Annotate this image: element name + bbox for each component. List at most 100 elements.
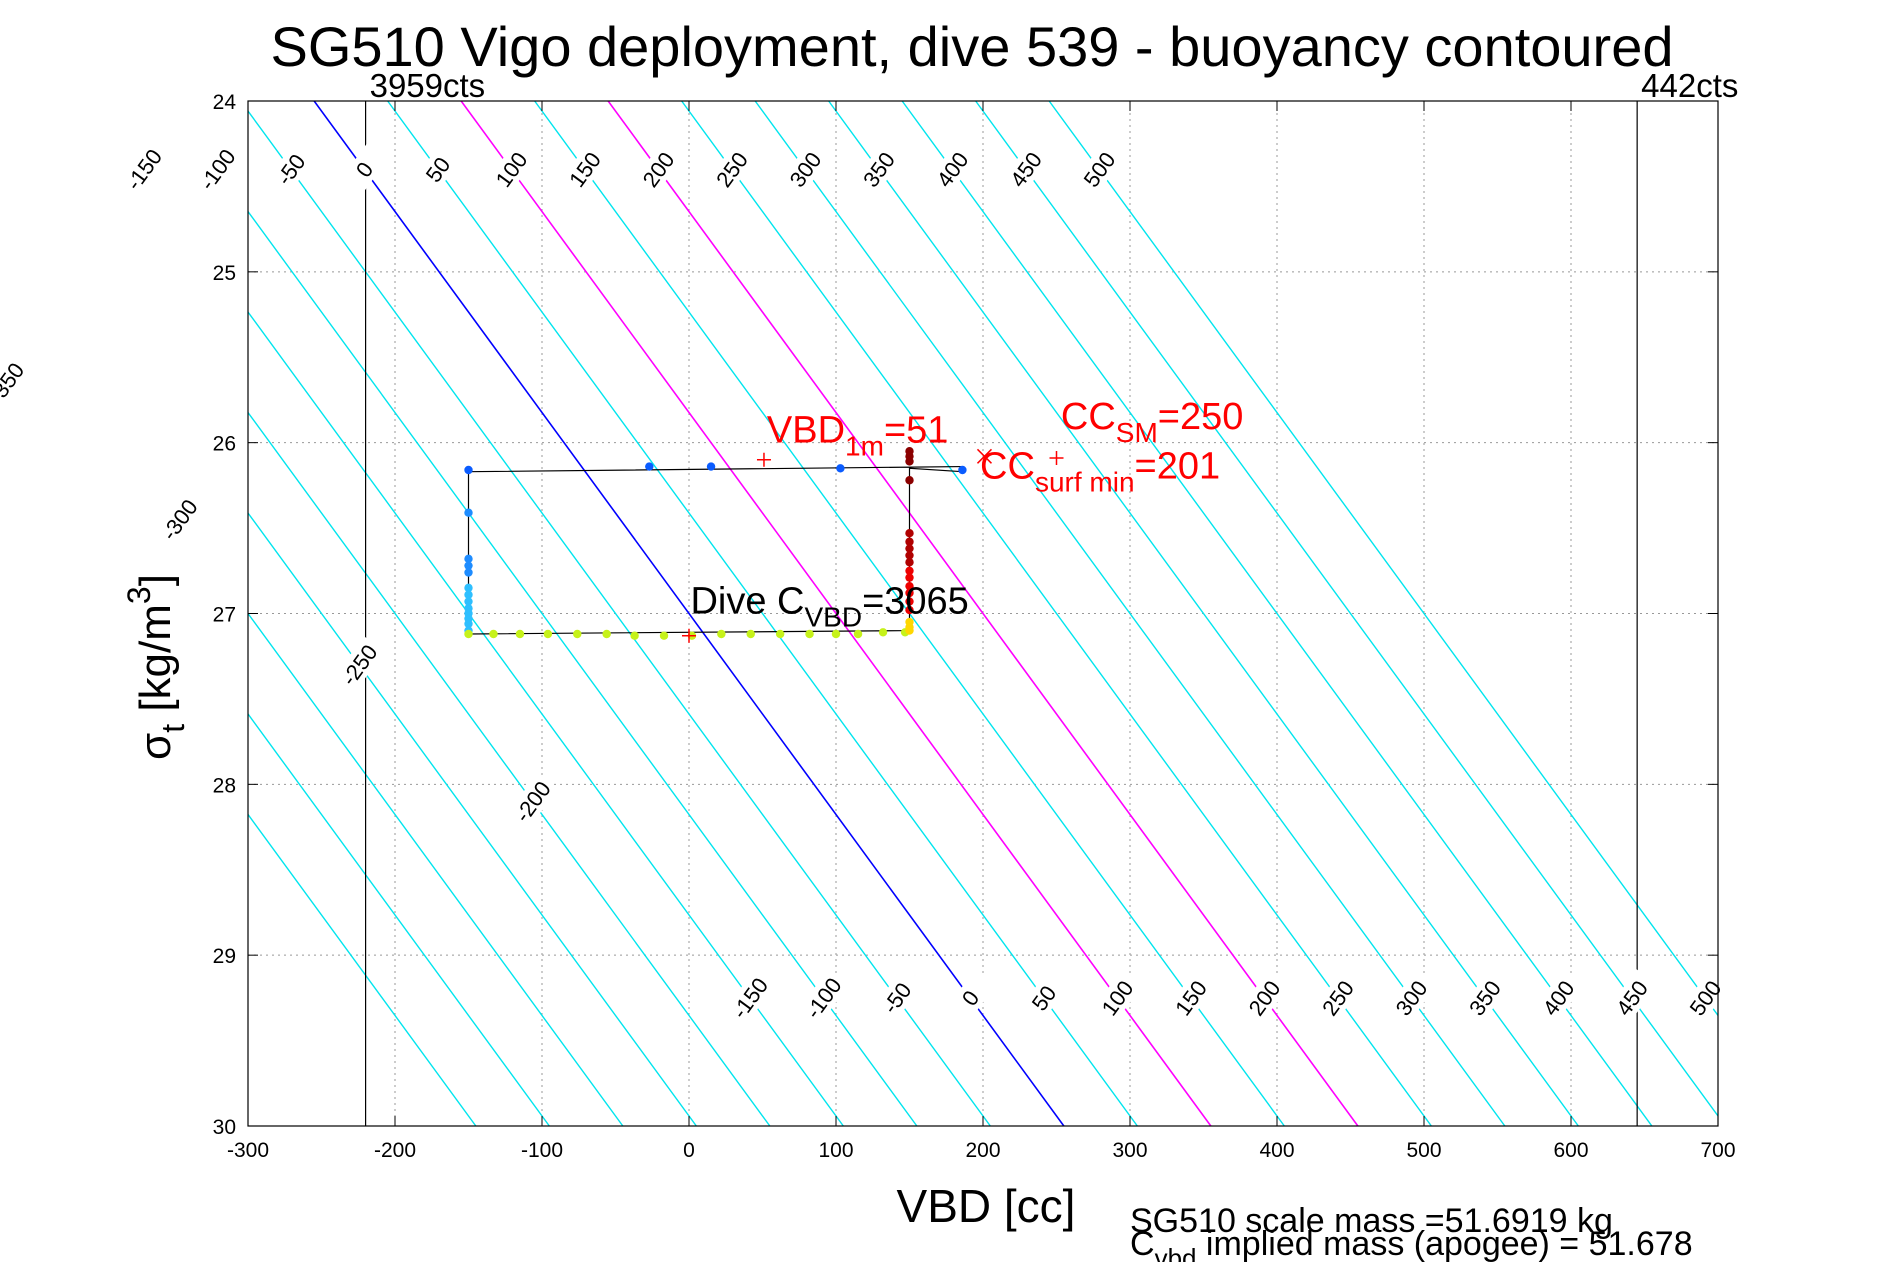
annotation: Dive CVBD=3065 xyxy=(690,581,968,633)
contour-line xyxy=(313,101,1065,1126)
vbd-limit-lines: 3959cts 442cts xyxy=(365,67,1738,1126)
contour-label-bg xyxy=(485,140,537,198)
data-point xyxy=(905,605,914,615)
contour-label-bg xyxy=(411,140,464,198)
y-axis-ticks: 24 25 26 27 28 29 30 xyxy=(213,91,1718,1139)
contour-label-bg xyxy=(1091,969,1143,1027)
data-point xyxy=(831,629,841,639)
y-tick-label: 30 xyxy=(213,1116,236,1139)
contour-label-bg xyxy=(1164,969,1217,1027)
contour-line xyxy=(248,511,697,1126)
contour-label-bg xyxy=(1311,969,1364,1027)
x-axis-ticks: -300 -200 -100 0 100 200 300 400 500 600 700 xyxy=(227,101,1736,1162)
plus-marker xyxy=(682,628,696,643)
y-tick-label: 27 xyxy=(213,604,236,627)
data-point xyxy=(706,462,716,471)
contour-line xyxy=(681,101,1432,1126)
y-tick-label: 24 xyxy=(213,91,237,114)
contour-label-bg xyxy=(1017,969,1070,1027)
contour-label-bg xyxy=(1458,969,1511,1027)
x-tick-label: 0 xyxy=(683,1139,695,1162)
data-point xyxy=(630,631,639,640)
data-point xyxy=(905,617,914,627)
contour-label-bg xyxy=(926,140,978,198)
contour-line xyxy=(460,101,1212,1126)
data-point xyxy=(464,583,473,593)
x-tick-label: -200 xyxy=(374,1139,416,1162)
contour-label-bg xyxy=(999,140,1052,198)
contour-line xyxy=(248,210,918,1126)
x-tick-label: 600 xyxy=(1553,1139,1588,1162)
data-point xyxy=(464,590,473,599)
x-tick-label: -100 xyxy=(521,1139,563,1162)
data-point xyxy=(958,465,967,475)
reference-markers xyxy=(682,448,1064,643)
data-point xyxy=(905,597,914,606)
data-points xyxy=(464,447,967,640)
chart-title: SG510 Vigo deployment, dive 539 - buoyan… xyxy=(270,15,1673,78)
contour-label-bg xyxy=(779,140,831,198)
data-point xyxy=(489,629,498,639)
data-point xyxy=(602,629,611,639)
contour-label-bg xyxy=(1238,969,1290,1027)
data-point xyxy=(464,554,473,564)
contour-line xyxy=(901,101,1653,1126)
x-tick-label: 200 xyxy=(965,1139,1000,1162)
x-tick-label: -300 xyxy=(227,1139,269,1162)
x-tick-label: 100 xyxy=(818,1139,853,1162)
contour-label-bg xyxy=(1605,969,1658,1027)
data-point xyxy=(464,597,473,606)
data-point xyxy=(905,573,914,582)
data-point xyxy=(905,581,914,591)
contour-line xyxy=(248,411,771,1126)
x-tick-label: 400 xyxy=(1259,1139,1294,1162)
data-point xyxy=(905,588,914,598)
contour-label-bg xyxy=(264,140,317,198)
contour-label-bg xyxy=(944,969,996,1027)
contour-label-bg xyxy=(558,140,611,198)
contour-line xyxy=(1048,101,1718,1017)
y-tick-label: 25 xyxy=(213,262,236,285)
data-point xyxy=(543,629,553,639)
contour-line xyxy=(248,712,550,1126)
data-point xyxy=(905,551,914,560)
data-point xyxy=(464,619,473,628)
vbd-limit-label: 3959cts xyxy=(370,67,486,104)
data-point xyxy=(836,464,845,473)
x-tick-label: 500 xyxy=(1406,1139,1441,1162)
contour-line xyxy=(248,612,624,1126)
contour-label-bg xyxy=(870,969,923,1027)
vbd-limit-label: 442cts xyxy=(1641,67,1738,104)
contour-line xyxy=(387,101,1138,1126)
data-point xyxy=(905,566,914,575)
data-point xyxy=(853,629,863,639)
contour-label-bg xyxy=(338,140,390,198)
data-point xyxy=(464,561,473,570)
contour-label-bg xyxy=(852,140,905,198)
contour-label-bg xyxy=(797,969,849,1027)
annotation: VBD1m=51 xyxy=(767,410,949,462)
x-axis-label: VBD [cc] xyxy=(897,1180,1076,1232)
contour-label-bg xyxy=(117,140,170,198)
data-point xyxy=(464,508,473,517)
contour-label-bg xyxy=(506,772,559,831)
data-point xyxy=(905,544,914,553)
data-point xyxy=(464,568,473,577)
x-marker xyxy=(976,448,993,464)
annotation: CCSM=250 xyxy=(1061,396,1243,448)
contour-line xyxy=(975,101,1718,1118)
data-point xyxy=(905,558,914,567)
data-point xyxy=(805,629,814,639)
y-tick-label: 26 xyxy=(213,433,236,456)
y-tick-label: 29 xyxy=(213,945,236,968)
data-point xyxy=(905,529,914,538)
data-point xyxy=(878,628,888,637)
data-point xyxy=(659,631,669,640)
data-point xyxy=(717,629,726,639)
scale-mass-note: SG510 scale mass =51.6919 kg xyxy=(1130,1202,1613,1240)
data-point xyxy=(905,447,914,456)
plus-marker xyxy=(756,452,771,467)
data-point xyxy=(905,537,914,546)
